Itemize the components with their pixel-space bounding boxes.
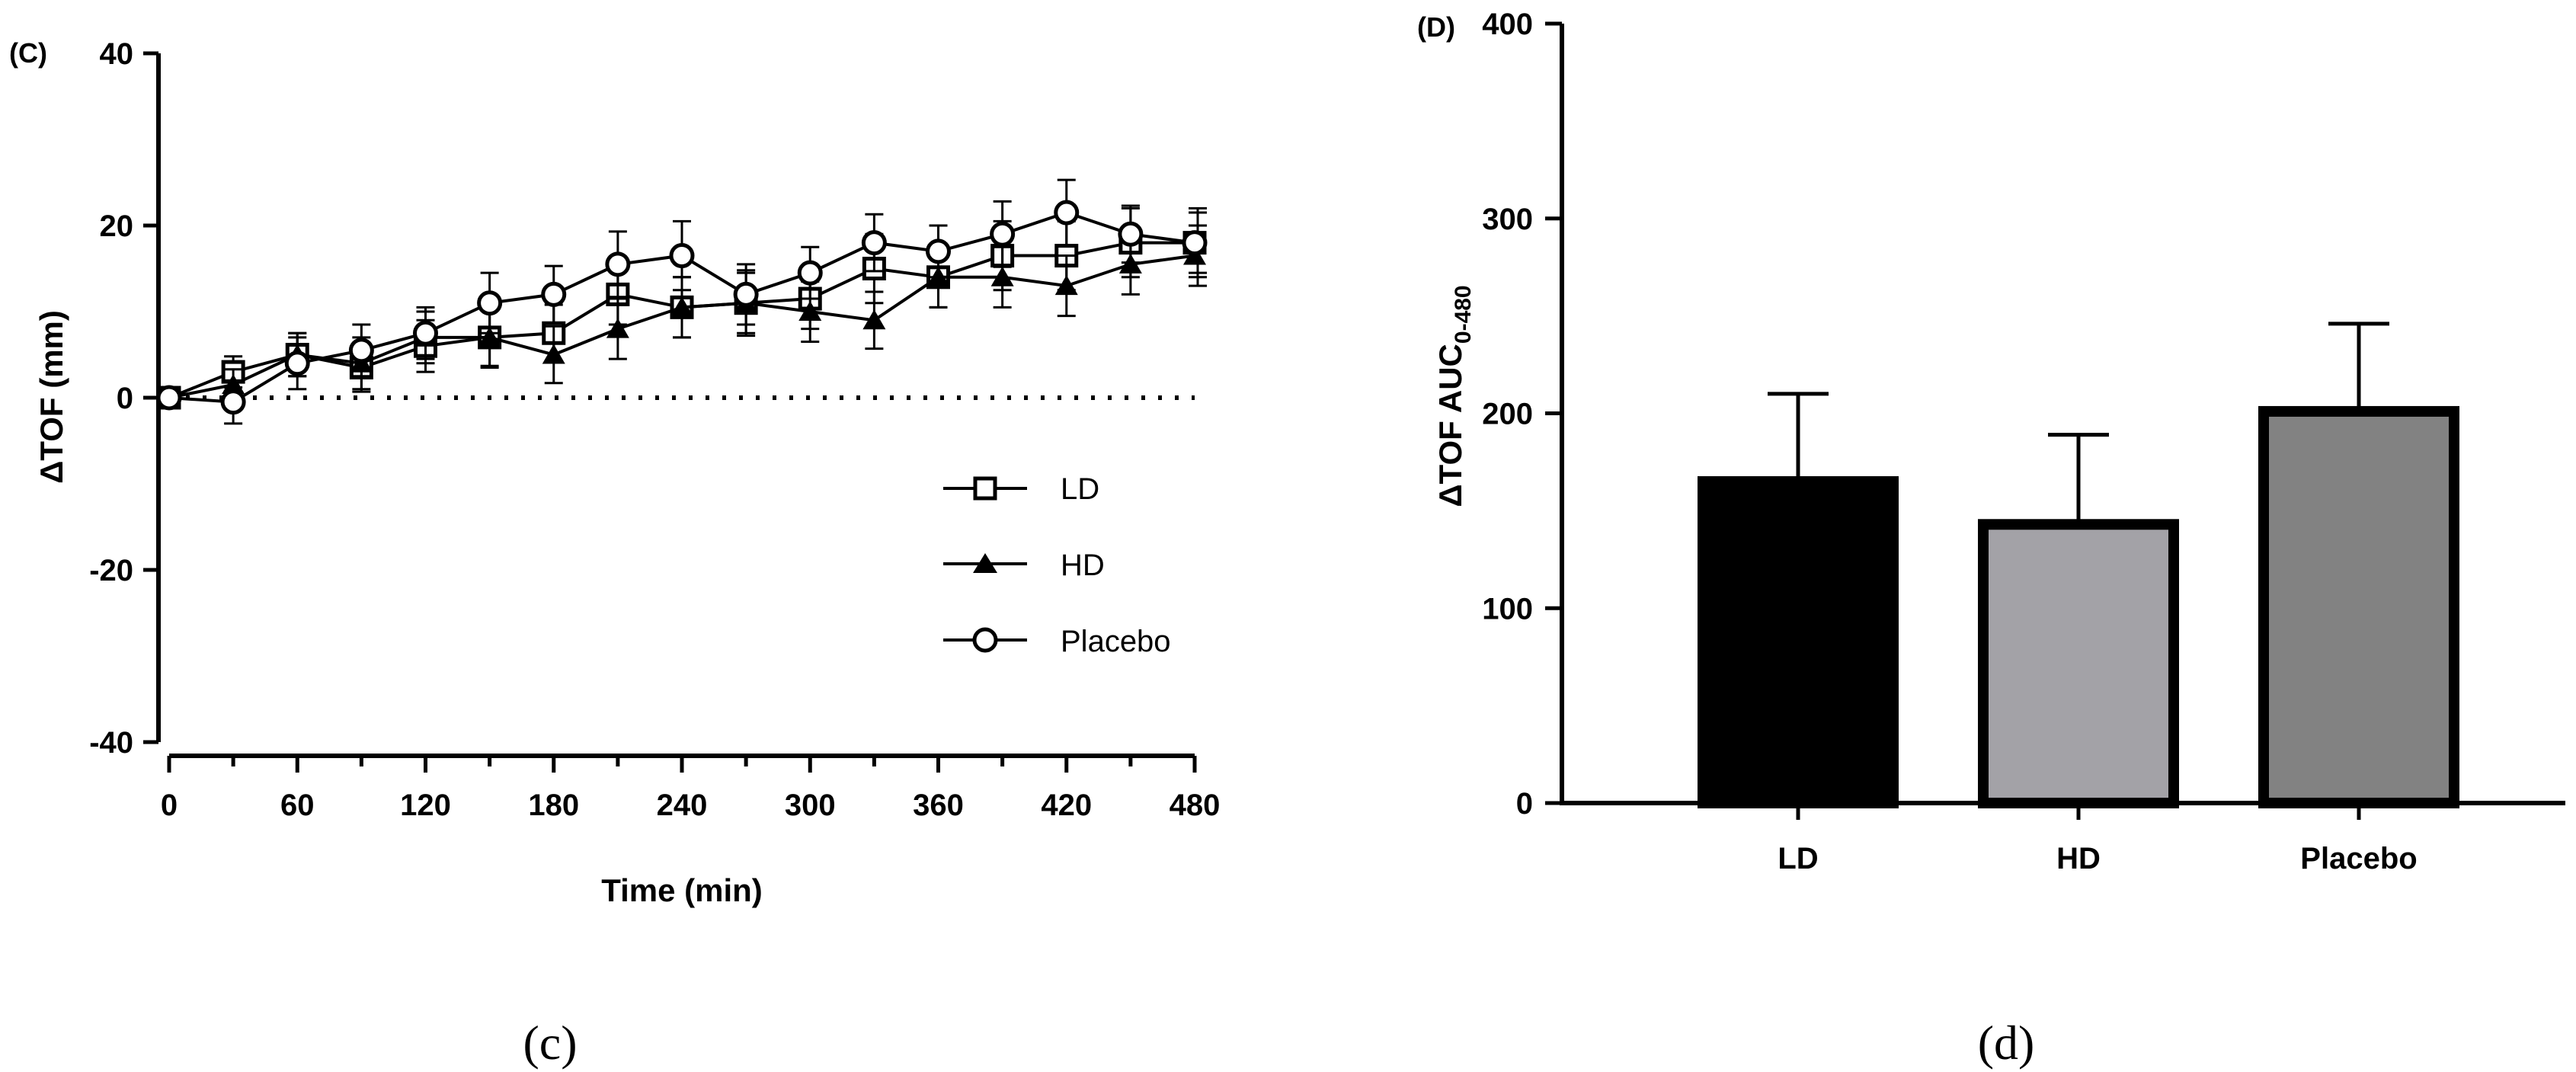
hd-triangle-point: [990, 266, 1014, 286]
panel-c-x-tick-label: 240: [657, 789, 708, 822]
series-placebo: [156, 178, 1208, 425]
panel-c-y-tick-label: 40: [100, 37, 134, 71]
placebo-circle-point: [348, 338, 374, 363]
placebo-circle-point: [861, 230, 887, 256]
panel-c-x-axis-label: Time (min): [601, 872, 763, 908]
hd-triangle-point: [542, 344, 565, 364]
bar-placebo: [2258, 405, 2459, 808]
panel-c-x-tick-label: 60: [280, 789, 315, 822]
panel-c-x-tick-label: 360: [913, 789, 964, 822]
placebo-circle-point: [541, 281, 567, 307]
placebo-circle-point: [220, 389, 246, 415]
panel-c-line-chart: (C) 40 20 0 -20 -40 0 60 120 180 240 300 360 420 480…: [9, 37, 1220, 1070]
panel-d-y-tick-label: 300: [1482, 203, 1533, 236]
panel-c-x-ticks: 0 60 120 180 240 300 360 420 480: [161, 756, 1221, 822]
panel-c-x-tick-label: 120: [400, 789, 451, 822]
panel-d-x-tick-labels: LD HD Placebo: [1778, 803, 2418, 875]
placebo-circle-point: [477, 290, 503, 316]
placebo-circle-point: [1054, 200, 1080, 226]
hd-triangle-point: [606, 318, 629, 338]
panel-d-y-label-main: ΔTOF AUC: [1432, 344, 1468, 507]
placebo-circle-point: [605, 251, 631, 277]
hd-triangle-point: [1054, 275, 1078, 296]
placebo-circle-point: [926, 238, 951, 264]
panel-d-bar-chart: (D) 400 300 200 100 0 LD HD Placebo ΔTOF AUC0-…: [1417, 8, 2565, 1070]
panel-d-y-label-subscript: 0-480: [1451, 285, 1476, 344]
panel-d-y-tick-label: 200: [1482, 398, 1533, 431]
panel-d-tag: (D): [1417, 11, 1455, 43]
bar-hd-label: HD: [2056, 842, 2101, 875]
hd-triangle-point: [670, 296, 693, 317]
panel-c-x-tick-label: 300: [785, 789, 836, 822]
panel-c-x-tick-label: 480: [1170, 789, 1221, 822]
placebo-circle-point: [797, 260, 823, 286]
legend-hd-triangle-marker: [973, 553, 997, 573]
placebo-circle-point: [156, 385, 182, 411]
panel-c-y-tick-label: 20: [100, 210, 134, 243]
legend-entry-ld: LD: [943, 472, 1099, 506]
bar-hd: [1978, 519, 2179, 809]
panel-d-y-tick-label: 400: [1482, 8, 1533, 41]
legend-entry-hd: HD: [943, 549, 1105, 582]
placebo-circle-point: [1118, 221, 1144, 247]
legend-entry-placebo: Placebo: [943, 625, 1171, 658]
panel-d-y-tick-label: 100: [1482, 592, 1533, 626]
legend-hd-label: HD: [1061, 549, 1105, 582]
panel-d-caption: (d): [1978, 1016, 2035, 1070]
panel-c-y-tick-label: -20: [89, 554, 133, 587]
hd-triangle-point: [798, 301, 822, 321]
svg-text:ΔTOF AUC0-480: ΔTOF AUC0-480: [1432, 285, 1476, 507]
bar-ld-label: LD: [1778, 842, 1818, 875]
panel-c-x-tick-label: 420: [1041, 789, 1092, 822]
placebo-circle-point: [284, 350, 310, 376]
legend-placebo-circle-marker: [972, 627, 998, 653]
placebo-circle-point: [733, 281, 759, 307]
panel-c-x-tick-label: 0: [161, 789, 178, 822]
placebo-circle-point: [1182, 230, 1208, 256]
legend-ld-square-marker: [973, 476, 997, 501]
panel-c-caption: (c): [523, 1016, 577, 1070]
bar-ld: [1698, 476, 1899, 808]
panel-d-y-ticks: 400 300 200 100 0: [1482, 8, 1562, 821]
legend-ld-label: LD: [1061, 472, 1099, 506]
panel-c-y-tick-label: -40: [89, 726, 133, 760]
panel-c-series: [156, 178, 1208, 425]
panel-d-bars: [1698, 322, 2459, 809]
bar-placebo-label: Placebo: [2300, 842, 2417, 875]
legend-placebo-label: Placebo: [1061, 625, 1171, 658]
placebo-circle-point: [413, 320, 438, 346]
panel-c-legend: LD HD Placebo: [943, 472, 1171, 658]
panel-c-y-axis-label: ΔTOF (mm): [34, 310, 69, 484]
placebo-circle-point: [669, 243, 695, 269]
panel-c-x-tick-label: 180: [528, 789, 579, 822]
panel-c-y-ticks: 40 20 0 -20 -40: [89, 37, 158, 760]
placebo-circle-point: [990, 221, 1016, 247]
hd-triangle-point: [478, 326, 501, 347]
panel-c-y-tick-label: 0: [117, 382, 133, 415]
panel-d-y-axis-label: ΔTOF AUC0-480: [1432, 285, 1476, 507]
hd-triangle-point: [862, 309, 886, 330]
panel-d-y-tick-label: 0: [1516, 787, 1533, 821]
panel-c-tag: (C): [9, 37, 47, 69]
